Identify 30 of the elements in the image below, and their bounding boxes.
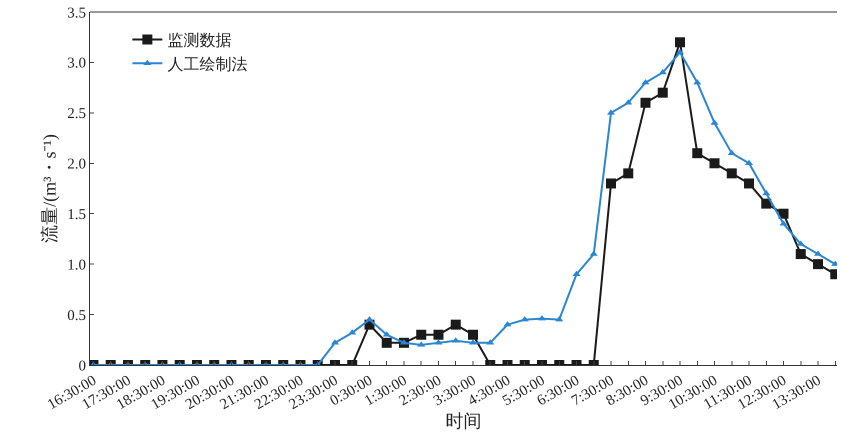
x-axis-title: 时间 xyxy=(446,411,482,432)
point xyxy=(452,337,460,343)
point xyxy=(796,240,805,246)
point xyxy=(486,339,494,345)
legend-label: 监测数据 xyxy=(167,32,232,50)
point xyxy=(658,88,668,98)
y-tick-label: 2.0 xyxy=(67,156,86,173)
point xyxy=(623,168,634,178)
y-tick-label: 3.0 xyxy=(67,56,86,72)
point xyxy=(417,341,426,347)
y-axis-title: 流量/(m³・s⁻¹) xyxy=(39,134,60,243)
point xyxy=(692,148,702,158)
point xyxy=(778,208,789,219)
point xyxy=(744,178,754,188)
y-tick-label: 2.5 xyxy=(67,106,86,122)
y-tick-label: 3.5 xyxy=(67,5,86,22)
point xyxy=(675,37,686,48)
point xyxy=(796,249,806,260)
point xyxy=(813,259,824,270)
point xyxy=(726,168,737,178)
point xyxy=(710,158,720,168)
y-tick-label: 1.0 xyxy=(67,257,86,274)
point xyxy=(640,98,651,108)
point xyxy=(761,198,772,209)
legend-label: 人工绘制法 xyxy=(167,56,248,74)
point xyxy=(624,99,632,105)
y-tick-label: 0.5 xyxy=(67,308,86,324)
y-tick-label: 1.5 xyxy=(67,206,86,223)
y-tick-label: 0 xyxy=(78,358,86,374)
point xyxy=(606,178,616,188)
